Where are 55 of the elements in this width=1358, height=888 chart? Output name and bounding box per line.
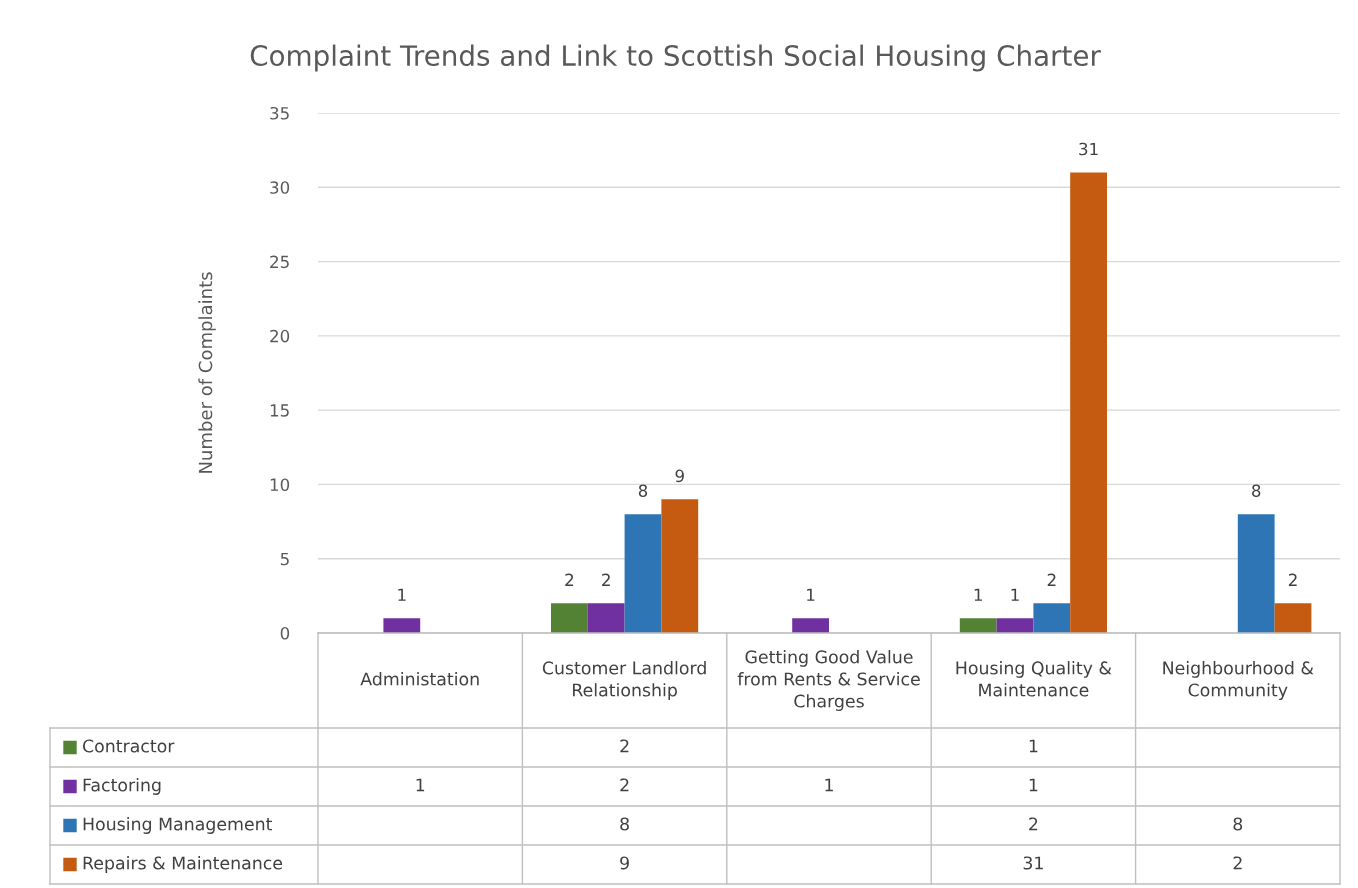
- annotation: 2: [565, 573, 574, 586]
- x-tick-label: Housing Quality & Maintenance: [956, 661, 1112, 697]
- legend-label: Factoring: [83, 778, 161, 795]
- x-tick-label: Administation: [360, 672, 479, 686]
- y-tick-label: 25: [270, 255, 289, 269]
- data-label: 2: [1029, 817, 1038, 831]
- y-tick-label: 10: [270, 478, 290, 491]
- bar: [1033, 603, 1071, 633]
- y-tick-label: 0: [280, 626, 290, 640]
- y-tick-label: 30: [270, 181, 290, 194]
- annotation: 8: [638, 484, 648, 498]
- y-axis-title: Number of Complaints: [198, 272, 216, 473]
- annotation: 1: [1011, 588, 1019, 601]
- data-label: 1: [1029, 778, 1038, 792]
- bar: [624, 514, 662, 633]
- annotation: 31: [1079, 142, 1098, 156]
- data-label: 2: [1233, 856, 1242, 870]
- y-tick-label: 20: [270, 329, 290, 343]
- bar: [383, 618, 421, 633]
- legend-label: Repairs & Maintenance: [83, 856, 283, 873]
- data-label: 2: [620, 739, 629, 753]
- data-label: 1: [825, 778, 833, 792]
- data-label: 8: [620, 817, 629, 831]
- legend-label: Housing Management: [83, 817, 273, 834]
- chart-title: Complaint Trends and Link to Scottish Social Housing Charter: [250, 44, 1101, 72]
- legend-label: Contractor: [82, 739, 175, 753]
- y-tick-label: 35: [270, 106, 289, 120]
- bar: [1237, 514, 1275, 633]
- annotation: 2: [1288, 573, 1297, 586]
- y-tick-label: 5: [280, 552, 289, 566]
- bar: [959, 618, 997, 633]
- bar: [661, 499, 699, 633]
- x-tick-label: Neighbourhood & Community: [1163, 661, 1314, 700]
- bar: [587, 603, 625, 633]
- data-label: 9: [620, 856, 629, 870]
- bar: [551, 603, 588, 633]
- data-label: 2: [620, 778, 629, 792]
- annotation: 8: [1252, 484, 1261, 498]
- bar: [996, 618, 1034, 633]
- annotation: 1: [974, 588, 982, 601]
- annotation: 2: [1047, 573, 1056, 586]
- data-label: 31: [1023, 856, 1043, 870]
- x-tick-label: Getting Good Value from Rents & Service Charges: [737, 650, 920, 711]
- annotation: 9: [675, 469, 684, 483]
- bar: [1274, 603, 1312, 633]
- data-label: 8: [1233, 817, 1243, 831]
- data-label: 1: [1029, 739, 1038, 753]
- bar: [1070, 172, 1107, 633]
- annotation: 1: [807, 588, 815, 601]
- bar: [792, 618, 829, 633]
- y-tick-label: 15: [270, 404, 289, 417]
- data-label: 1: [416, 778, 425, 792]
- annotation: 1: [398, 588, 406, 601]
- annotation: 2: [602, 573, 610, 586]
- x-tick-label: Customer Landlord Relationship: [542, 661, 706, 700]
